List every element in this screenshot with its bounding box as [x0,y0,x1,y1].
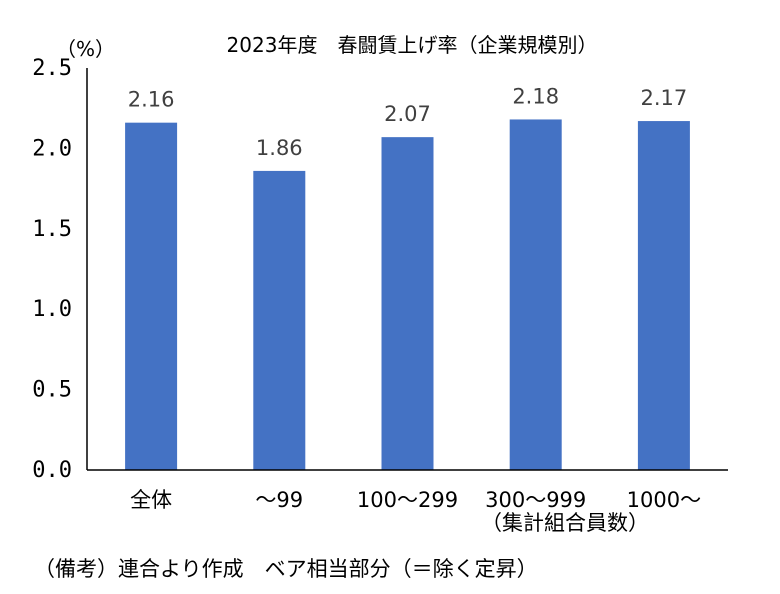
bar-series [125,119,690,471]
data-label: 1.86 [256,136,303,160]
x-tick-label: 全体 [130,488,172,512]
data-label: 2.18 [512,84,559,108]
y-axis-unit: （%） [56,37,115,61]
footnote: （備考）連合より作成 ベア相当部分（＝除く定昇） [34,557,538,581]
data-labels: 2.16 1.86 2.07 2.18 2.17 [128,84,688,159]
y-tick-label: 0.5 [32,378,72,403]
y-tick-label: 1.5 [32,217,72,242]
data-label: 2.17 [641,86,688,110]
x-tick-label: 〜99 [255,488,303,512]
x-tick-label: 100〜299 [357,488,458,512]
x-group-label: （集計組合員数） [481,511,649,535]
bar [637,121,690,471]
y-tick-label: 2.5 [32,56,72,81]
y-tick-label: 0.0 [32,458,72,483]
x-tick-label: 1000〜 [627,488,701,512]
bar [125,122,178,470]
y-tick-label: 2.0 [32,136,72,161]
y-axis-ticks: 0.0 0.5 1.0 1.5 2.0 2.5 [32,56,72,483]
data-label: 2.07 [384,102,431,126]
bar [253,170,306,471]
y-tick-label: 1.0 [32,297,72,322]
chart-title: 2023年度 春闘賃上げ率（企業規模別） [227,33,598,57]
data-label: 2.16 [128,88,175,112]
x-axis-ticks: 全体 〜99 100〜299 300〜999 1000〜 [130,488,701,512]
x-tick-label: 300〜999 [485,488,586,512]
bar [509,119,562,471]
bar [381,137,434,471]
